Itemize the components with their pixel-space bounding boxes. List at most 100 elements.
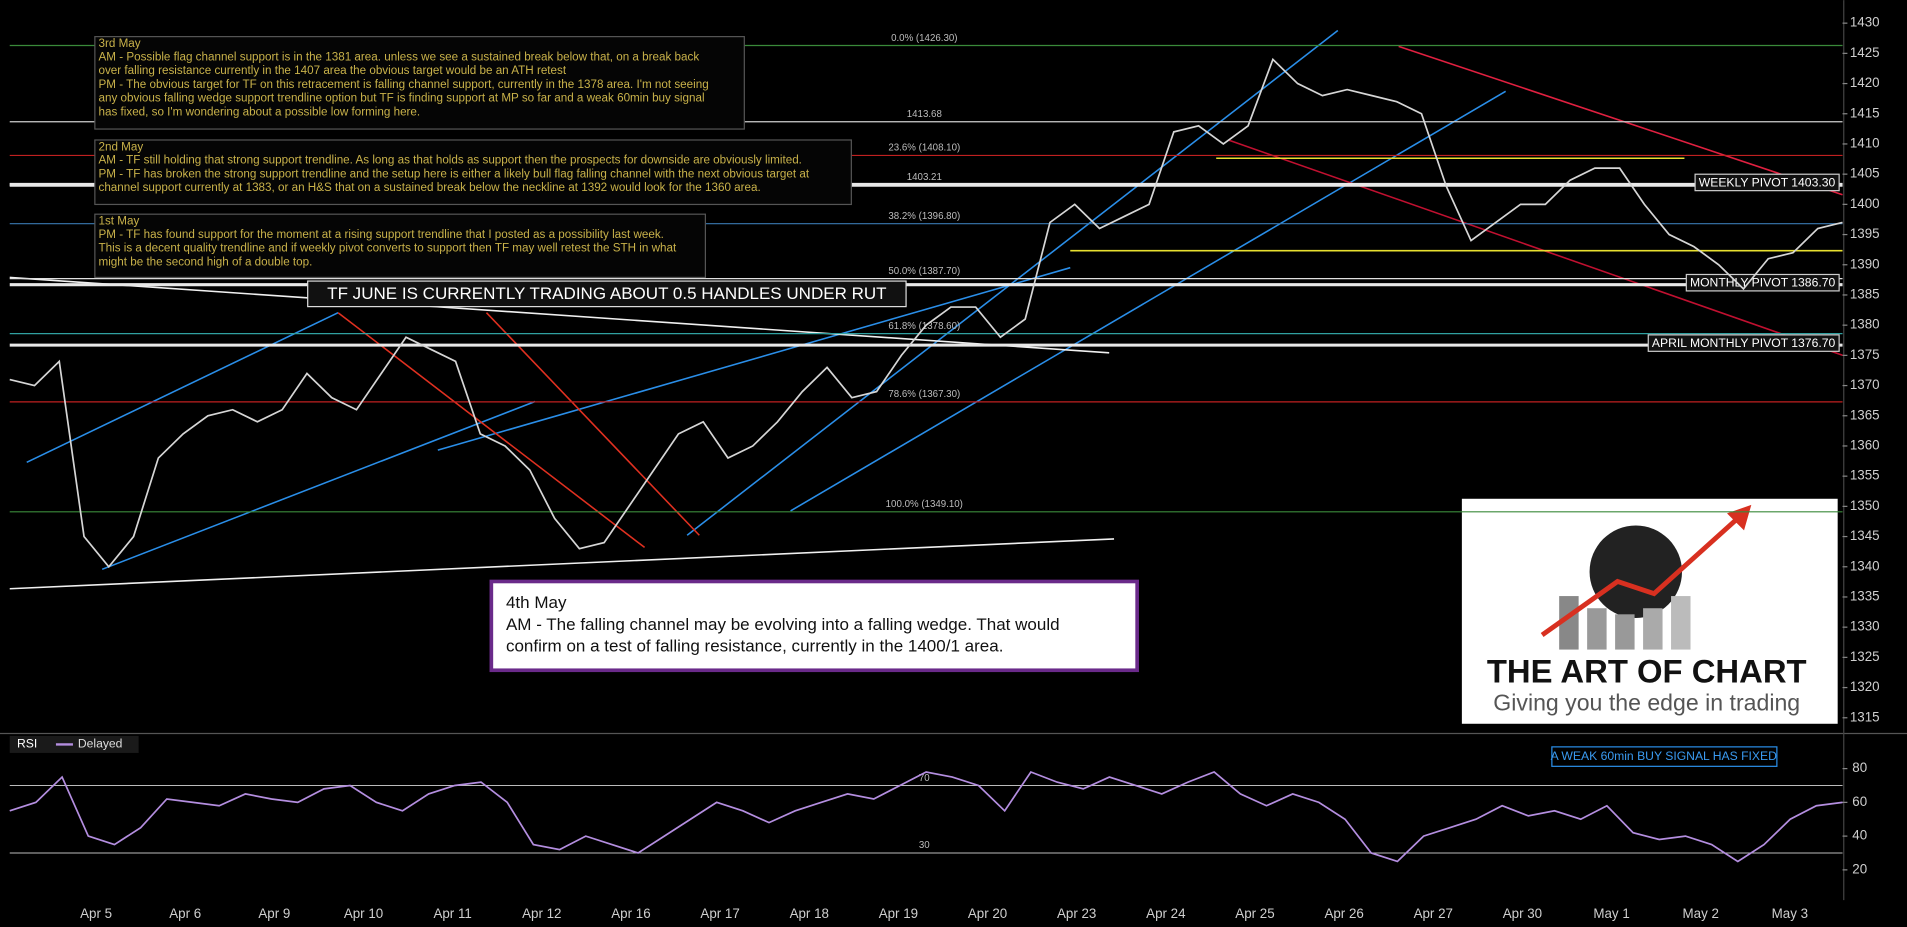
y-tick-label: 1410	[1850, 135, 1880, 150]
trendline	[337, 312, 646, 549]
y-tick-label: 1335	[1850, 588, 1880, 603]
y-tick-label: 1350	[1850, 498, 1880, 513]
x-tick-label: May 2	[1683, 906, 1719, 921]
pivot-label: WEEKLY PIVOT 1403.30	[1699, 175, 1836, 189]
y-tick-label: 80	[1852, 760, 1867, 775]
pivot-label-box	[1685, 273, 1840, 292]
trendline	[9, 538, 1115, 590]
x-tick-label: Apr 17	[700, 906, 739, 921]
trendline	[9, 276, 1110, 354]
rsi-legend-box	[9, 735, 139, 753]
logo-globe	[1589, 525, 1683, 618]
x-tick-label: Apr 19	[879, 906, 918, 921]
price-line	[9, 770, 1843, 863]
fib-label: 50.0% (1387.70)	[888, 266, 960, 277]
x-tick-label: Apr 27	[1414, 906, 1453, 921]
y-tick-label: 1315	[1850, 709, 1880, 724]
note-line: channel support currently at 1383, or an…	[99, 181, 761, 194]
trendline	[686, 29, 1339, 536]
y-tick-label: 40	[1852, 828, 1867, 843]
logo-bar	[1615, 614, 1635, 650]
y-tick-label: 1365	[1850, 407, 1880, 422]
note-line: PM - The obvious target for TF on this r…	[99, 78, 709, 91]
y-tick-label: 1340	[1850, 558, 1880, 573]
y-tick-label: 20	[1852, 861, 1867, 876]
x-tick-label: Apr 24	[1146, 906, 1186, 921]
signal-annotation: A WEAK 60min BUY SIGNAL HAS FIXED	[1551, 749, 1778, 763]
note-line: PM - TF has found support for the moment…	[99, 228, 664, 241]
trendline	[26, 311, 339, 463]
trendline	[437, 266, 1071, 451]
y-tick-label: 1375	[1850, 347, 1880, 362]
note-title: 1st May	[99, 215, 140, 228]
signal-box	[1551, 746, 1778, 767]
rsi-legend: Delayed	[78, 737, 123, 751]
trendlines	[9, 29, 1843, 590]
x-tick-label: Apr 12	[522, 906, 561, 921]
trendline	[790, 90, 1507, 512]
rsi-level-label: 30	[919, 840, 930, 851]
logo: THE ART OF CHART Giving you the edge in …	[1461, 498, 1838, 724]
y-tick-label: 1325	[1850, 649, 1880, 664]
note-box	[94, 213, 707, 279]
note-line: AM - Possible flag channel support is in…	[99, 50, 700, 63]
note-box	[489, 579, 1139, 673]
y-tick-label: 1345	[1850, 528, 1880, 543]
banner: TF JUNE IS CURRENTLY TRADING ABOUT 0.5 H…	[327, 284, 886, 303]
note-title: 4th May	[506, 593, 567, 612]
y-tick-label: 1385	[1850, 286, 1880, 301]
note-line: This is a decent quality trendline and i…	[99, 242, 677, 255]
fib-label: 100.0% (1349.10)	[886, 499, 963, 510]
price-line	[9, 57, 1843, 569]
y-tick-label: 1360	[1850, 437, 1880, 452]
note-box	[94, 139, 852, 206]
logo-bar	[1559, 596, 1579, 650]
y-tick-label: 1405	[1850, 166, 1880, 181]
x-tick-label: Apr 16	[611, 906, 650, 921]
note-line: might be the second high of a double top…	[99, 255, 313, 268]
rsi-level-label: 70	[919, 773, 930, 784]
x-tick-label: Apr 25	[1235, 906, 1274, 921]
pivot-label-box	[1647, 334, 1840, 352]
note-title: 3rd May	[99, 37, 141, 50]
x-tick-label: Apr 5	[80, 906, 112, 921]
note-line: AM - TF still holding that strong suppor…	[99, 154, 802, 167]
y-tick-label: 1395	[1850, 226, 1880, 241]
fib-label: 0.0% (1426.30)	[891, 33, 957, 44]
logo-bar	[1643, 608, 1663, 650]
note-line: has fixed, so I'm wondering about a poss…	[99, 105, 421, 118]
trendline	[101, 400, 536, 571]
logo-bar	[1671, 596, 1691, 650]
note-line: PM - TF has broken the strong support tr…	[99, 167, 810, 180]
logo-tagline: Giving you the edge in trading	[1493, 689, 1800, 715]
y-tick-label: 1370	[1850, 377, 1880, 392]
fib-label: 1413.68	[907, 109, 942, 120]
banner-box	[307, 280, 907, 308]
y-tick-label: 1425	[1850, 45, 1880, 60]
trendline	[1228, 139, 1843, 357]
note-line: over falling resistance currently in the…	[99, 64, 567, 77]
y-tick-label: 1380	[1850, 317, 1880, 332]
y-tick-label: 60	[1852, 794, 1867, 809]
y-tick-label: 1355	[1850, 468, 1880, 483]
x-tick-label: May 1	[1593, 906, 1629, 921]
logo-title: THE ART OF CHART	[1487, 653, 1807, 690]
logo-arrow	[1540, 515, 1741, 637]
note-box	[94, 36, 745, 130]
y-tick-label: 1430	[1850, 15, 1880, 30]
pivot-label: MONTHLY PIVOT 1386.70	[1690, 276, 1836, 290]
pivot-label-box	[1694, 173, 1840, 192]
note-line: any obvious falling wedge support trendl…	[99, 92, 705, 105]
note-title: 2nd May	[99, 140, 144, 153]
x-tick-label: Apr 10	[344, 906, 383, 921]
x-tick-label: Apr 26	[1324, 906, 1363, 921]
trendline	[485, 312, 700, 536]
fib-label: 78.6% (1367.30)	[888, 389, 960, 400]
x-tick-label: Apr 18	[790, 906, 829, 921]
pivot-label: APRIL MONTHLY PIVOT 1376.70	[1652, 336, 1836, 350]
y-tick-label: 1320	[1850, 679, 1880, 694]
logo-bar	[1587, 608, 1607, 650]
